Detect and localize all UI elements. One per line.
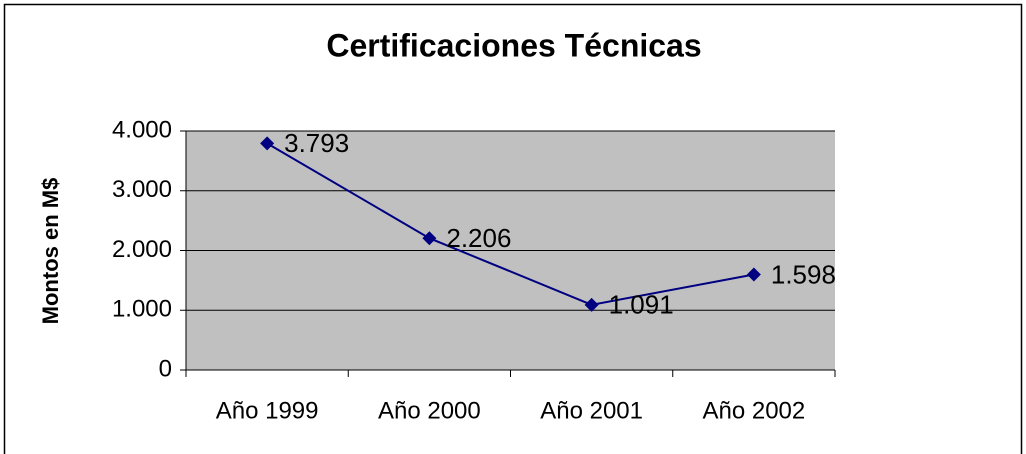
data-marker [584,297,599,312]
y-tick-label: 0 [159,355,172,382]
x-tick-label: Año 2000 [378,397,481,424]
data-label: 1.598 [771,259,836,289]
data-label: 2.206 [446,223,511,253]
data-label: 3.793 [284,128,349,158]
y-tick-label: 1.000 [112,296,172,323]
data-marker [746,267,761,282]
data-marker [260,136,275,151]
y-axis-label: Montos en M$ [38,178,63,325]
chart-title: Certificaciones Técnicas [326,27,701,63]
y-tick-label: 3.000 [112,176,172,203]
x-tick-label: Año 1999 [216,397,319,424]
y-tick-label: 4.000 [112,116,172,143]
data-label: 1.091 [609,290,674,320]
x-tick-label: Año 2001 [540,397,643,424]
y-tick-label: 2.000 [112,236,172,263]
data-line [266,142,755,306]
data-marker [422,231,437,246]
x-tick-label: Año 2002 [702,397,805,424]
